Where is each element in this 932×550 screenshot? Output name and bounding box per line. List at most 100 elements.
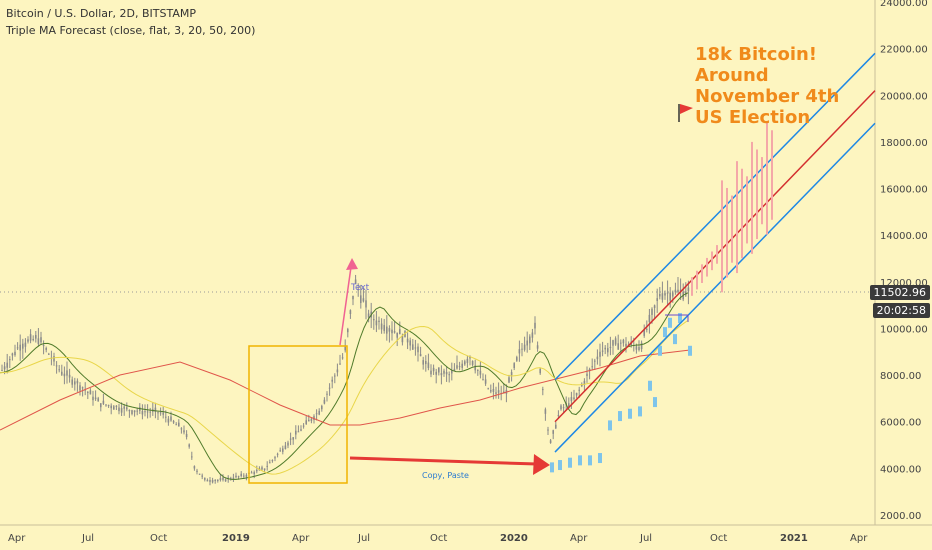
last-price-tag: 11502.96 [869,285,930,300]
candle-body [183,430,185,433]
candle-body [518,349,521,354]
candle-body [399,329,401,335]
candle-body [191,456,193,458]
candle-body [461,363,463,368]
candle-body [42,344,45,347]
candle-body [214,480,216,482]
candle-body [531,332,534,338]
headline-text: 18k Bitcoin! [695,44,817,65]
copy-arrow-head [533,454,550,475]
candle-body [53,356,55,362]
candle-body [622,339,625,344]
channel-mid [554,90,876,423]
candle-body [287,442,289,446]
candle-body [427,362,430,369]
candle-body [175,424,177,426]
candle-body [391,329,393,334]
candle-body [534,322,536,329]
candle-body [451,370,453,374]
candle-body [206,480,209,482]
candle-body [383,325,385,331]
candle-body [315,413,318,415]
candle-body [347,329,349,333]
candle-body [321,405,323,410]
indicator-label[interactable]: Triple MA Forecast (close, flat, 3, 20, … [6,24,256,37]
candle-body [687,287,690,292]
candle-body [360,295,362,304]
candle-body [271,460,274,462]
candle-body [22,343,24,349]
candle-body [674,289,677,293]
price-tick-label: 16000.00 [880,185,928,196]
candle-body [198,473,201,475]
candle-body [63,373,66,377]
candle-body [438,367,440,373]
candle-body [81,387,84,389]
candle-body [120,408,123,413]
candle-body [172,421,175,423]
candle-body [417,346,419,353]
candle-body [378,320,380,323]
candle-body [318,410,320,415]
candle-body [126,407,128,410]
candle-body [419,354,422,357]
time-tick-label: 2020 [500,533,528,544]
candle-body [578,389,580,391]
candle-body [237,476,240,478]
channel-lower [554,122,876,453]
up-arrow-line [339,259,353,346]
candle-body [367,313,370,318]
candle-body [331,379,333,382]
ma-slow-line [0,349,691,431]
candle-body [266,465,268,467]
candle-body [453,368,456,371]
candle-body [510,372,513,376]
candle-body [167,418,170,423]
candle-body [14,351,16,356]
candle-body [295,430,297,435]
candle-body [445,372,448,375]
time-tick-label: Oct [150,533,167,544]
countdown-tag: 20:02:58 [872,303,930,318]
candle-body [94,397,97,400]
candle-body [196,470,198,473]
candle-body [302,425,305,427]
projection-bar [578,455,582,466]
candle-body [549,440,552,443]
candle-body [256,469,258,472]
symbol-title[interactable]: Bitcoin / U.S. Dollar, 2D, BITSTAMP [6,7,196,20]
bracket-marker [665,314,689,322]
candle-body [102,400,105,404]
projection-bar [598,453,602,464]
candle-body [508,377,510,383]
candle-body [276,453,279,455]
candle-body [393,331,396,333]
candle-body [661,293,664,300]
candle-body [529,336,531,344]
candle-body [474,365,476,371]
headline-text: November 4th [695,86,839,107]
candle-body [412,344,414,350]
candle-body [336,369,339,373]
candle-body [677,289,679,293]
candle-body [66,370,68,376]
projection-bar [608,420,612,431]
candle-body [365,300,367,308]
candle-body [588,368,591,372]
candle-body [521,348,523,350]
candle-body [409,340,411,346]
candle-body [113,406,115,410]
candle-body [261,467,263,470]
candle-body [58,369,60,371]
candle-body [648,314,651,322]
candle-body [219,478,222,481]
candle-body [146,411,149,413]
time-tick-label: 2019 [222,533,250,544]
candle-body [253,472,255,475]
candle-body [105,404,107,406]
projection-bar [663,327,667,338]
candle-body [87,392,89,394]
price-tick-label: 10000.00 [880,324,928,335]
candle-body [16,347,19,349]
